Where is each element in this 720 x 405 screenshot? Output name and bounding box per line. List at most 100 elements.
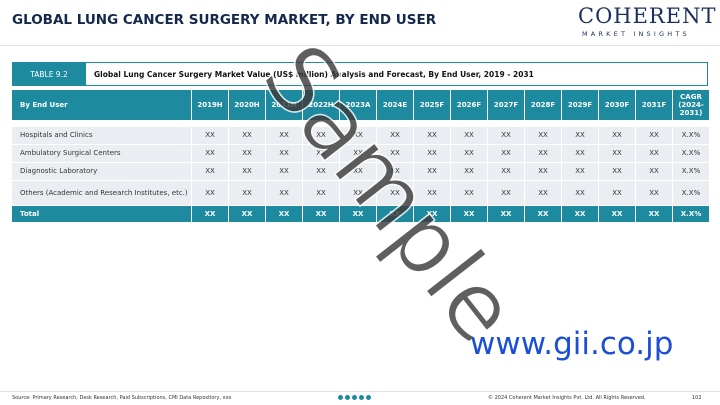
page-number: 102 — [692, 395, 702, 401]
table-caption: Global Lung Cancer Surgery Market Value … — [94, 69, 534, 79]
footer-divider — [0, 391, 720, 392]
table-cell: XX — [229, 127, 266, 145]
table-cell: XX — [229, 163, 266, 181]
table-cell: XX — [525, 206, 562, 223]
table-cell: XX — [451, 127, 488, 145]
table-cell: X.X% — [673, 206, 710, 223]
table-cell: XX — [636, 145, 673, 163]
table-cell: XX — [525, 145, 562, 163]
logo-name: COHERENT — [578, 4, 717, 28]
table-cell: XX — [525, 163, 562, 181]
table-cell: X.X% — [673, 163, 710, 181]
table-cell: XX — [636, 127, 673, 145]
row-label: Others (Academic and Research Institutes… — [12, 181, 192, 206]
table-cell: XX — [562, 206, 599, 223]
table-cell: XX — [340, 181, 377, 206]
column-header: 2024E — [377, 90, 414, 121]
table-cell: XX — [266, 163, 303, 181]
table-cell: X.X% — [673, 181, 710, 206]
column-header: 2019H — [192, 90, 229, 121]
watermark-url: www.gii.co.jp — [470, 326, 674, 362]
table-cell: XX — [229, 145, 266, 163]
table-cell: XX — [192, 145, 229, 163]
table-cell: XX — [599, 206, 636, 223]
table-cell: XX — [303, 181, 340, 206]
table-cell: XX — [229, 206, 266, 223]
table-cell: XX — [525, 127, 562, 145]
table-cell: XX — [451, 163, 488, 181]
table-cell: XX — [599, 127, 636, 145]
table-cell: XX — [303, 127, 340, 145]
column-header: 2028F — [525, 90, 562, 121]
table-cell: XX — [192, 127, 229, 145]
column-header: 2022H — [303, 90, 340, 121]
table-cell: XX — [636, 181, 673, 206]
table-cell: XX — [562, 163, 599, 181]
column-header: 2031F — [636, 90, 673, 121]
logo-tagline: MARKET INSIGHTS — [582, 30, 690, 38]
table-cell: XX — [525, 181, 562, 206]
table-cell: XX — [266, 145, 303, 163]
column-header: 2029F — [562, 90, 599, 121]
table-cell: XX — [266, 127, 303, 145]
table-cell: XX — [636, 206, 673, 223]
table-cell: XX — [636, 163, 673, 181]
table-cell: XX — [488, 206, 525, 223]
table-cell: XX — [303, 206, 340, 223]
table-cell: XX — [599, 181, 636, 206]
table-cell: XX — [303, 163, 340, 181]
table-cell: XX — [377, 206, 414, 223]
table-cell: XX — [562, 145, 599, 163]
column-header: 2030F — [599, 90, 636, 121]
slide-title: GLOBAL LUNG CANCER SURGERY MARKET, BY EN… — [12, 12, 437, 28]
table-cell: XX — [192, 163, 229, 181]
table-cell: X.X% — [673, 145, 710, 163]
table-cell: XX — [266, 206, 303, 223]
column-header: 2026F — [451, 90, 488, 121]
footer-source: Source: Primary Research, Desk Research,… — [12, 395, 232, 401]
table-cell: XX — [451, 145, 488, 163]
table-cell: XX — [451, 181, 488, 206]
table-cell: XX — [414, 145, 451, 163]
table-cell: XX — [192, 206, 229, 223]
table-cell: XX — [451, 206, 488, 223]
row-label: Total — [12, 206, 192, 223]
table-cell: XX — [192, 181, 229, 206]
row-label: Diagnostic Laboratory — [12, 163, 192, 181]
divider — [0, 45, 720, 46]
table-cell: XX — [340, 127, 377, 145]
table-cell: XX — [488, 127, 525, 145]
table-cell: XX — [229, 181, 266, 206]
table-cell: XX — [340, 206, 377, 223]
table-cell: XX — [414, 163, 451, 181]
table-number: TABLE 9.2 — [12, 62, 86, 86]
column-header: 2023A — [340, 90, 377, 121]
row-label: Ambulatory Surgical Centers — [12, 145, 192, 163]
table-cell: XX — [377, 127, 414, 145]
table-cell: XX — [377, 145, 414, 163]
table-cell: XX — [414, 127, 451, 145]
table-cell: X.X% — [673, 127, 710, 145]
column-header: CAGR (2024-2031) — [673, 90, 710, 121]
table-cell: XX — [377, 163, 414, 181]
table-cell: XX — [266, 181, 303, 206]
column-header: 2021H — [266, 90, 303, 121]
table-cell: XX — [599, 145, 636, 163]
column-header: 2025F — [414, 90, 451, 121]
table-cell: XX — [377, 181, 414, 206]
footer-copyright: © 2024 Coherent Market Insights Pvt. Ltd… — [488, 395, 646, 401]
column-header: 2020H — [229, 90, 266, 121]
table-cell: XX — [562, 127, 599, 145]
table-cell: XX — [414, 206, 451, 223]
table-cell: XX — [599, 163, 636, 181]
page-dots — [338, 395, 388, 400]
table-cell: XX — [414, 181, 451, 206]
table-cell: XX — [340, 163, 377, 181]
table-cell: XX — [488, 163, 525, 181]
column-header: By End User — [12, 90, 192, 121]
table-cell: XX — [340, 145, 377, 163]
row-label: Hospitals and Clinics — [12, 127, 192, 145]
column-header: 2027F — [488, 90, 525, 121]
table-cell: XX — [303, 145, 340, 163]
